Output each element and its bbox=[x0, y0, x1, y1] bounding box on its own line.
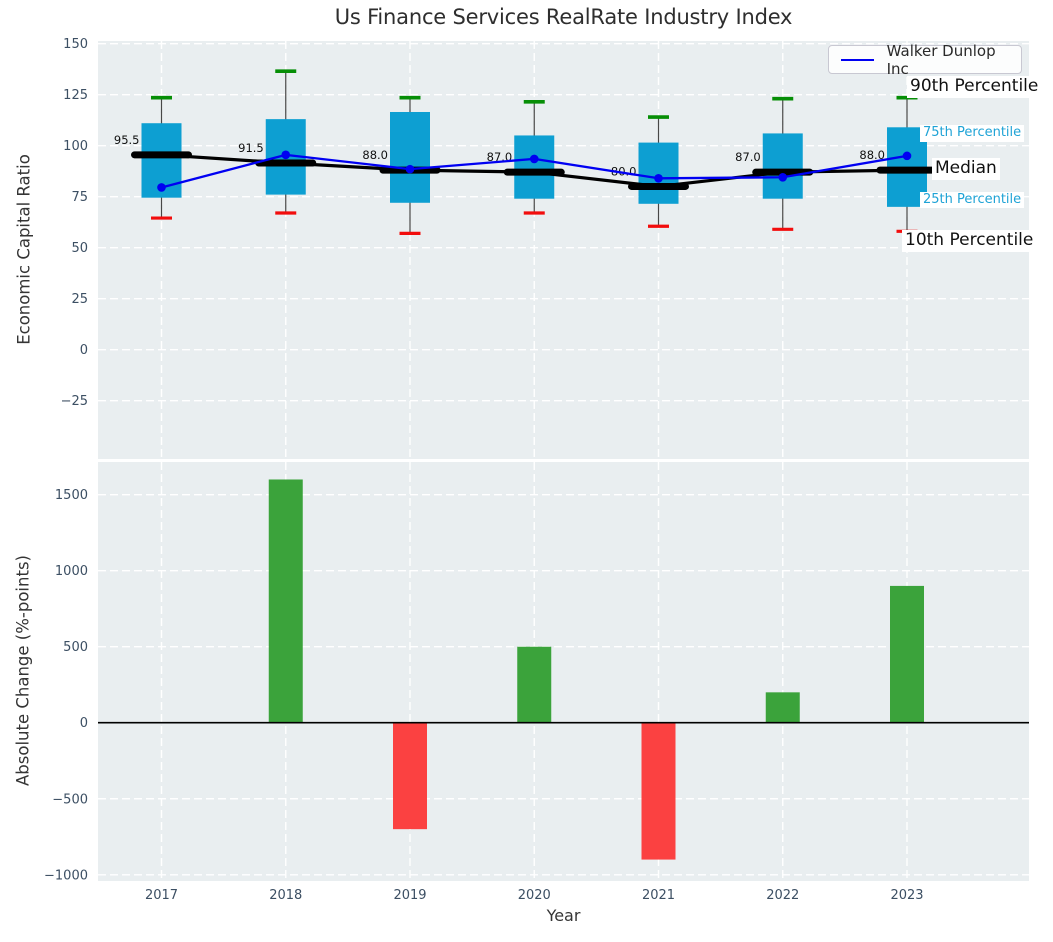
walker-dunlop-marker-2023 bbox=[902, 151, 912, 161]
chart-title: Us Finance Services RealRate Industry In… bbox=[334, 5, 793, 29]
bottom-y-axis-label: Absolute Change (%-points) bbox=[13, 555, 33, 786]
year-tick-label: 2022 bbox=[766, 888, 799, 903]
percentile-label-75th-percentile: 75th Percentile bbox=[920, 125, 1025, 142]
top-ytick-label: 75 bbox=[71, 190, 88, 205]
top-ytick-label: 25 bbox=[71, 292, 88, 307]
median-annotation: 87.0 bbox=[735, 150, 761, 164]
box-2021 bbox=[638, 142, 679, 204]
top-ytick-label: −25 bbox=[61, 394, 88, 409]
top-ytick-label: 50 bbox=[71, 241, 88, 256]
walker-dunlop-marker-2019 bbox=[405, 164, 415, 174]
year-tick-label: 2018 bbox=[269, 888, 302, 903]
box-2019 bbox=[390, 111, 430, 203]
bottom-ytick-label: −500 bbox=[52, 792, 88, 807]
median-annotation: 95.5 bbox=[114, 133, 140, 147]
legend-line-swatch bbox=[841, 58, 874, 61]
top-y-axis-label: Economic Capital Ratio bbox=[14, 154, 34, 345]
walker-dunlop-marker-2018 bbox=[281, 150, 291, 160]
year-tick-label: 2019 bbox=[393, 888, 426, 903]
top-ytick-label: 150 bbox=[63, 37, 88, 52]
change-bar-2019 bbox=[393, 722, 427, 830]
top-ytick-label: 0 bbox=[80, 343, 88, 358]
change-bar-2021 bbox=[641, 722, 676, 860]
top-axes-bg bbox=[98, 41, 1029, 459]
walker-dunlop-marker-2020 bbox=[529, 154, 539, 164]
median-annotation: 88.0 bbox=[362, 148, 388, 162]
walker-dunlop-marker-2022 bbox=[778, 172, 788, 182]
legend: Walker Dunlop Inc bbox=[828, 42, 1022, 78]
change-bar-2023 bbox=[890, 585, 924, 723]
x-axis-label: Year bbox=[546, 906, 581, 925]
top-ytick-label: 125 bbox=[63, 88, 88, 103]
year-tick-label: 2017 bbox=[145, 888, 178, 903]
percentile-label-90th-percentile: 90th Percentile bbox=[907, 76, 1042, 98]
bottom-ytick-label: −1000 bbox=[44, 868, 88, 883]
legend-entry-label: Walker Dunlop Inc bbox=[886, 41, 996, 78]
box-2020 bbox=[514, 135, 555, 199]
year-tick-label: 2020 bbox=[518, 888, 551, 903]
median-annotation: 88.0 bbox=[859, 148, 885, 162]
walker-dunlop-marker-2021 bbox=[654, 173, 663, 183]
median-annotation: 91.5 bbox=[238, 141, 264, 155]
percentile-label-10th-percentile: 10th Percentile bbox=[902, 230, 1037, 252]
bottom-ytick-label: 1500 bbox=[55, 488, 88, 503]
bottom-ytick-label: 0 bbox=[80, 716, 88, 731]
bottom-axes-bg bbox=[98, 462, 1029, 881]
change-bar-2020 bbox=[517, 646, 552, 723]
top-ytick-label: 100 bbox=[63, 139, 88, 154]
change-bar-2018 bbox=[268, 479, 303, 723]
change-bar-2022 bbox=[765, 692, 800, 723]
bottom-ytick-label: 500 bbox=[63, 640, 88, 655]
year-tick-label: 2023 bbox=[890, 888, 923, 903]
percentile-label-median: Median bbox=[932, 158, 1000, 180]
bottom-ytick-label: 1000 bbox=[55, 564, 88, 579]
walker-dunlop-marker-2017 bbox=[157, 183, 166, 192]
year-tick-label: 2021 bbox=[642, 888, 675, 903]
percentile-label-25th-percentile: 25th Percentile bbox=[920, 191, 1025, 209]
box-2022 bbox=[762, 133, 803, 199]
